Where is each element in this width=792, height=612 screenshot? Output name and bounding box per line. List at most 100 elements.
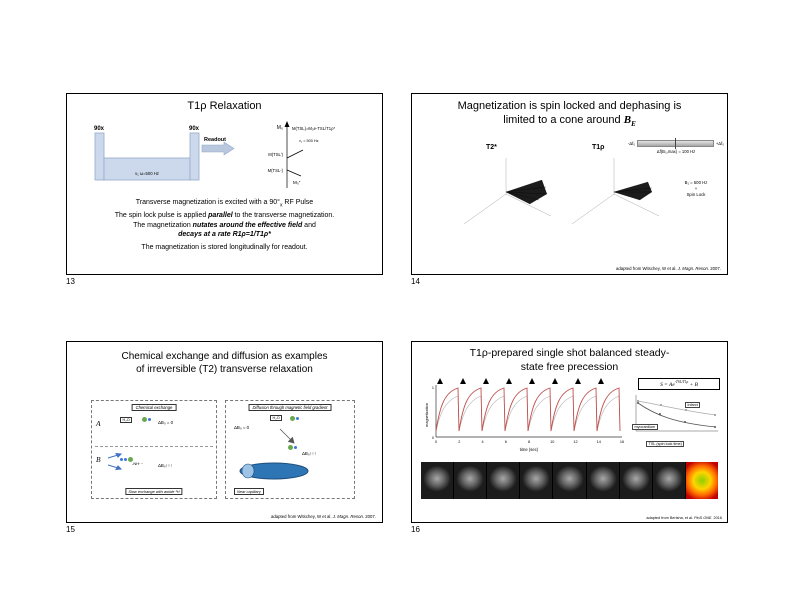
- body-line-5: The magnetization is stored longitudinal…: [141, 243, 308, 251]
- amide-dot-2: [124, 458, 127, 461]
- spin-lock-text: Spin Lock: [686, 192, 706, 197]
- rf-pulse1-label: 90x: [94, 126, 105, 132]
- x-tick-labels: 0 2 4 6 8 10 12 14 16: [435, 440, 624, 444]
- xtick: 8: [528, 440, 530, 444]
- myocardium-markers: [637, 402, 716, 428]
- frequency-bar: [637, 138, 714, 149]
- body-line-1: Transverse magnetization is excited with…: [73, 198, 376, 211]
- citation: adapted from Witschey, W et al. J. Magn.…: [271, 514, 376, 519]
- db0-zero-label: ΔB₀ = 0: [158, 420, 174, 425]
- slide16-title: T1ρ-prepared single shot balanced steady…: [418, 347, 721, 374]
- spin-lock-annotation: B₁ = 500 Hz + Spin Lock: [670, 180, 722, 198]
- title-line-1: T1ρ-prepared single shot balanced steady…: [469, 347, 670, 359]
- cardiac-mr-frame: [553, 462, 586, 499]
- freq-right-label: +Δf₀: [715, 141, 724, 146]
- readout-arrow: [201, 141, 235, 156]
- hydrogen-dot: [294, 446, 297, 449]
- nh-label: -NH···: [132, 461, 144, 466]
- citation-journal: PloS ONE.: [694, 516, 713, 520]
- t2star-plot-label: T2*: [486, 144, 497, 151]
- title-line-1: Magnetization is spin locked and dephasi…: [457, 100, 682, 112]
- row-a-label: A: [96, 419, 101, 428]
- body-line-2: The spin lock pulse is applied parallel …: [73, 211, 376, 221]
- zero-tick: [675, 138, 677, 149]
- citation-authors: adapted from Berisha, et al.: [646, 516, 695, 520]
- title-line-2: limited to a cone around: [503, 114, 624, 126]
- diffusion-arrow-icon: [279, 428, 295, 444]
- oxygen-dot: [288, 445, 293, 450]
- citation: adapted from Berisha, et al. PloS ONE. 2…: [646, 516, 722, 520]
- diffusing-molecule-icon: [288, 445, 297, 450]
- spin-lock-label: ν₁ ω=500 Hz: [135, 171, 159, 176]
- plus-sign: +: [694, 186, 698, 191]
- xtick: 14: [597, 440, 601, 444]
- slide-16: T1ρ-prepared single shot balanced steady…: [411, 341, 728, 523]
- b-effective-symbol: BE: [623, 114, 636, 129]
- water-molecule-icon: [290, 416, 299, 421]
- rf-trigger-markers: [437, 378, 604, 384]
- line2-text: The spin lock pulse is applied: [114, 211, 209, 219]
- panel1-header: Chemical exchange: [131, 404, 177, 411]
- xtick: 16: [620, 440, 624, 444]
- equation-lhs: S = Ae: [660, 381, 675, 388]
- db0-zero-label: ΔB₀ = 0: [234, 425, 250, 430]
- b-symbol: B: [623, 114, 632, 126]
- magnetization-plot: 1 0 magnetization 0 2 4 6 8 10: [425, 378, 624, 452]
- amide-dot-1: [120, 458, 123, 461]
- xtick: 10: [550, 440, 554, 444]
- xtick: 4: [481, 440, 483, 444]
- hydrogen-dot: [296, 417, 299, 420]
- myocardium-curve: [637, 402, 717, 428]
- title-line-2: of irreversible (T2) transverse relaxati…: [136, 364, 313, 375]
- oxygen-dot: [290, 416, 295, 421]
- xtick: 2: [458, 440, 460, 444]
- frequency-scale: -Δf₀ +Δf₀ Δf(B₀,max) = 100 Hz: [628, 138, 724, 154]
- freq-caption: Δf(B₀,max) = 100 Hz: [656, 149, 696, 154]
- row-b-label: B: [96, 455, 101, 464]
- xtick: 0: [435, 440, 437, 444]
- line1-tail: RF Pulse: [282, 199, 314, 206]
- plot-axes: [435, 385, 622, 438]
- panel2-footer: Near capillary: [234, 488, 264, 495]
- equation-exponent: -TSL/T1ρ: [674, 380, 689, 384]
- rf-pulse-1: [94, 132, 105, 181]
- title-line-2: state free precession: [520, 360, 619, 373]
- signal-equation: S = Ae-TSL/T1ρ + B: [638, 378, 720, 390]
- page-number-13: 13: [66, 277, 75, 286]
- t1rho-map-frame: [685, 462, 718, 499]
- line1-sub: x: [279, 202, 283, 209]
- decay-equation-label: M(TSL)=M₀e-TSL/T1ρ*: [292, 126, 335, 131]
- citation-year: 2007.: [364, 514, 376, 519]
- mtsl-minus-label: M(TSL-): [268, 168, 284, 173]
- t1rho-plot-label: T1ρ: [592, 144, 605, 151]
- line2-tail: to the transverse magnetization.: [232, 211, 335, 219]
- line4-tail: =1/T1ρ*: [245, 231, 271, 239]
- t1rho-3d-plot: [571, 158, 660, 225]
- slide-15: Chemical exchange and diffusion as examp…: [66, 341, 383, 523]
- tsl-decay-plot: [635, 395, 718, 432]
- cardiac-mr-frame: [586, 462, 619, 499]
- infarct-label: infarct: [685, 402, 701, 408]
- pulse-sequence-diagram: 90x ν₁ ω=500 Hz 90x Readout M₀ M(TSL)=M₀…: [94, 121, 335, 188]
- b-subscript: E: [631, 120, 636, 129]
- readout-label: Readout: [204, 137, 226, 143]
- y-axis-label: magnetization: [425, 403, 429, 427]
- panel2-header: Diffusion through magnetic field gradien…: [248, 404, 332, 411]
- body-line-4: decays at a rate R1ρ=1/T1ρ*: [73, 230, 376, 240]
- amide-molecule-icon: [120, 457, 133, 462]
- line3-tail: and: [302, 221, 316, 229]
- diffusion-panel: Diffusion through magnetic field gradien…: [225, 400, 355, 499]
- slide13-body: Transverse magnetization is excited with…: [73, 198, 376, 252]
- frequency-bar-row: -Δf₀ +Δf₀: [628, 138, 724, 149]
- cardiac-mr-frame: [520, 462, 553, 499]
- infarct-curve: [637, 400, 717, 416]
- line2-emphasis: parallel: [208, 211, 233, 219]
- m0-label: M₀: [277, 125, 283, 131]
- exchange-arrows-icon: [107, 453, 123, 471]
- line3-emphasis: nutates around the effective field: [192, 221, 303, 229]
- spin-lock-cone: [614, 182, 652, 200]
- cardiac-mr-frame: [421, 462, 454, 499]
- fan-vectors: [505, 179, 548, 205]
- line4-emphasis: decays at a rate R1ρ: [178, 231, 246, 239]
- cardiac-mr-frame: [619, 462, 652, 499]
